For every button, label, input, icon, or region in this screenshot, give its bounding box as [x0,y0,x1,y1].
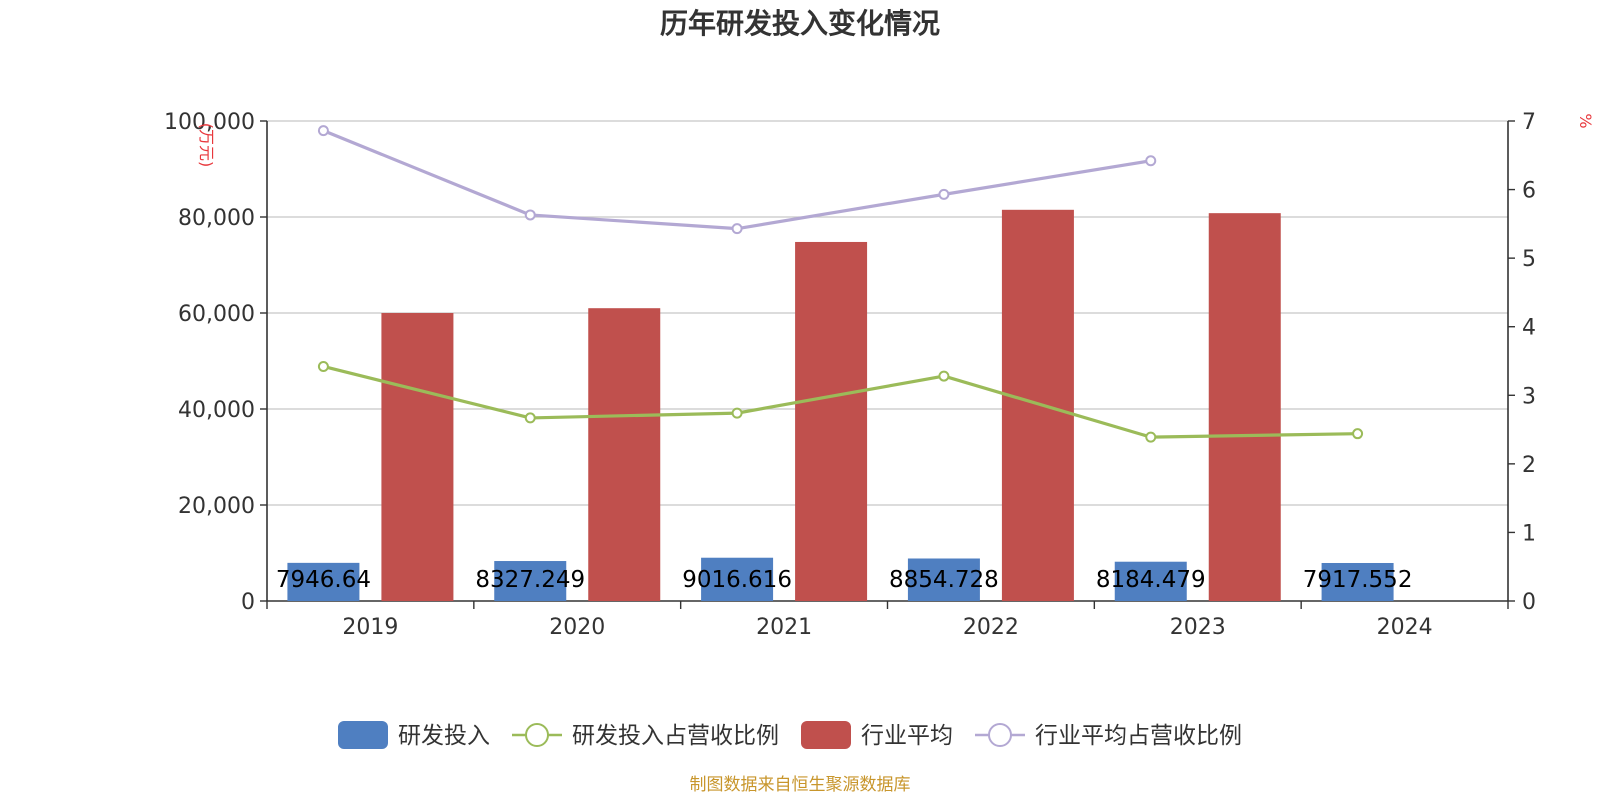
x-axis-tick-label: 2019 [342,615,398,640]
data-labels: 7946.64 8327.249 9016.616 8854.728 8184.479 7… [276,567,1413,593]
axes: 0 20,000 40,000 60,000 80,000 100,000 0 1 2 3 4 5 6 7… [164,110,1536,640]
left-axis-tick-label: 0 [241,590,255,615]
left-axis-tick-label: 100,000 [164,110,255,135]
x-axis-tick-label: 2023 [1170,615,1226,640]
x-axis-tick-label: 2022 [963,615,1019,640]
bar-industry-average [381,313,454,601]
bar-industry-average [795,241,868,601]
bars [287,209,1394,602]
bar-rd-investment [907,558,980,601]
legend-swatch-marker [525,723,549,747]
bar-industry-average [1208,213,1281,601]
x-axis-tick-label: 2024 [1377,615,1433,640]
bar-data-label: 8854.728 [889,567,999,593]
line-point [1352,428,1364,440]
right-axis-tick-label: 4 [1522,316,1536,341]
legend-label: 研发投入占营收比例 [572,723,779,749]
left-axis-tick-label: 60,000 [178,302,255,327]
right-axis-tick-label: 2 [1522,453,1536,478]
lines [317,125,1364,443]
left-axis-tick-label: 20,000 [178,494,255,519]
line-point [317,360,329,372]
bar-data-label: 8184.479 [1096,567,1206,593]
bar-rd-investment [1114,561,1187,601]
line-point [1145,155,1157,167]
chart-title: 历年研发投入变化情况 [660,7,940,40]
right-axis-tick-label: 5 [1522,247,1536,272]
line-point [524,209,536,221]
line-point [731,407,743,419]
legend-label: 行业平均占营收比例 [1035,723,1242,749]
left-axis-tick-label: 80,000 [178,206,255,231]
source-note: 制图数据来自恒生聚源数据库 [690,775,911,795]
line-point [938,188,950,200]
legend-swatch-marker [988,723,1012,747]
legend-swatch-bar [801,721,851,749]
right-axis-tick-label: 1 [1522,521,1536,546]
right-axis-tick-label: 0 [1522,590,1536,615]
right-axis-tick-label: 7 [1522,110,1536,135]
legend-swatch-bar [338,721,388,749]
bar-industry-average [588,308,661,601]
line-point [938,370,950,382]
x-axis-tick-label: 2020 [549,615,605,640]
line-point [524,412,536,424]
bar-rd-investment [494,561,567,601]
bar-data-label: 9016.616 [682,567,792,593]
right-axis-unit-label: % [1576,113,1595,128]
left-axis-tick-label: 40,000 [178,398,255,423]
legend-label: 研发投入 [398,723,490,749]
bar-data-label: 7946.64 [276,567,371,593]
right-axis-tick-label: 6 [1522,179,1536,204]
legend: 研发投入 研发投入占营收比例 行业平均 行业平均占营收比例 [338,721,1242,749]
line-point [317,125,329,137]
bar-rd-investment [701,557,774,601]
line-point [1145,431,1157,443]
right-axis-tick-label: 3 [1522,384,1536,409]
left-axis-unit-label: (万元) [197,123,216,168]
bar-rd-investment [1321,562,1394,601]
bar-data-label: 8327.249 [475,567,585,593]
grid-lines [267,120,1508,506]
line-rd-ratio [323,364,1358,439]
legend-label: 行业平均 [861,723,953,749]
bar-rd-investment [287,562,360,601]
bar-data-label: 7917.552 [1303,567,1413,593]
line-point [731,223,743,235]
x-axis-tick-label: 2021 [756,615,812,640]
